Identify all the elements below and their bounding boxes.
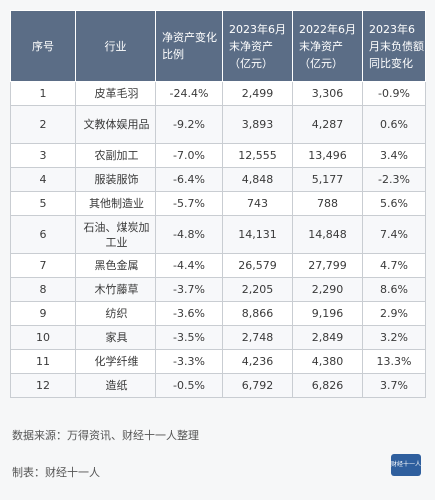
cell-net-assets-2023: 12,555 xyxy=(222,143,293,168)
cell-net-assets-2022: 4,287 xyxy=(292,105,363,144)
cell-net-assets-2022: 13,496 xyxy=(292,143,363,168)
table-row: 3 农副加工 -7.0% 12,555 13,496 3.4% xyxy=(10,143,426,168)
cell-industry: 黑色金属 xyxy=(75,253,156,278)
table-row: 6 石油、煤炭加工业 -4.8% 14,131 14,848 7.4% xyxy=(10,215,426,254)
cell-index: 6 xyxy=(10,215,76,254)
cell-net-assets-2022: 6,826 xyxy=(292,373,363,398)
cell-net-asset-change: -24.4% xyxy=(155,81,223,106)
cell-index: 2 xyxy=(10,105,76,144)
cell-net-assets-2023: 6,792 xyxy=(222,373,293,398)
cell-index: 9 xyxy=(10,301,76,326)
cell-net-asset-change: -5.7% xyxy=(155,191,223,216)
cell-industry: 石油、煤炭加工业 xyxy=(75,215,156,254)
publisher-logo: 财经十一人 xyxy=(391,454,421,476)
cell-net-assets-2022: 788 xyxy=(292,191,363,216)
header-net-asset-change: 净资产变化比例 xyxy=(155,10,223,82)
cell-net-assets-2022: 27,799 xyxy=(292,253,363,278)
cell-liability-change: 13.3% xyxy=(362,349,426,374)
cell-industry: 家具 xyxy=(75,325,156,350)
cell-liability-change: 8.6% xyxy=(362,277,426,302)
header-net-assets-2023: 2023年6月末净资产（亿元） xyxy=(222,10,293,82)
cell-index: 5 xyxy=(10,191,76,216)
cell-net-assets-2022: 2,290 xyxy=(292,277,363,302)
cell-liability-change: 7.4% xyxy=(362,215,426,254)
cell-net-assets-2023: 4,848 xyxy=(222,167,293,192)
industry-net-assets-table: 序号 行业 净资产变化比例 2023年6月末净资产（亿元） 2022年6月末净资… xyxy=(10,10,426,398)
cell-liability-change: 4.7% xyxy=(362,253,426,278)
industry-table-container: 序号 行业 净资产变化比例 2023年6月末净资产（亿元） 2022年6月末净资… xyxy=(10,10,426,398)
cell-net-assets-2022: 5,177 xyxy=(292,167,363,192)
cell-industry: 文教体娱用品 xyxy=(75,105,156,144)
cell-industry: 服装服饰 xyxy=(75,167,156,192)
cell-net-assets-2023: 2,499 xyxy=(222,81,293,106)
cell-net-asset-change: -0.5% xyxy=(155,373,223,398)
cell-industry: 木竹藤草 xyxy=(75,277,156,302)
cell-net-asset-change: -3.3% xyxy=(155,349,223,374)
cell-industry: 其他制造业 xyxy=(75,191,156,216)
cell-net-assets-2023: 2,748 xyxy=(222,325,293,350)
table-header-row: 序号 行业 净资产变化比例 2023年6月末净资产（亿元） 2022年6月末净资… xyxy=(10,10,426,82)
table-row: 10 家具 -3.5% 2,748 2,849 3.2% xyxy=(10,325,426,350)
cell-industry: 化学纤维 xyxy=(75,349,156,374)
cell-net-assets-2023: 8,866 xyxy=(222,301,293,326)
cell-liability-change: 3.2% xyxy=(362,325,426,350)
header-liability-change: 2023年6月末负债额同比变化 xyxy=(362,10,426,82)
cell-net-asset-change: -3.6% xyxy=(155,301,223,326)
cell-net-asset-change: -3.7% xyxy=(155,277,223,302)
cell-liability-change: 0.6% xyxy=(362,105,426,144)
cell-net-assets-2023: 3,893 xyxy=(222,105,293,144)
cell-net-assets-2022: 9,196 xyxy=(292,301,363,326)
cell-net-assets-2023: 2,205 xyxy=(222,277,293,302)
table-row: 2 文教体娱用品 -9.2% 3,893 4,287 0.6% xyxy=(10,105,426,144)
table-row: 11 化学纤维 -3.3% 4,236 4,380 13.3% xyxy=(10,349,426,374)
header-net-assets-2022: 2022年6月末净资产（亿元） xyxy=(292,10,363,82)
cell-net-assets-2022: 3,306 xyxy=(292,81,363,106)
header-industry: 行业 xyxy=(75,10,156,82)
table-row: 8 木竹藤草 -3.7% 2,205 2,290 8.6% xyxy=(10,277,426,302)
cell-net-assets-2023: 26,579 xyxy=(222,253,293,278)
table-row: 7 黑色金属 -4.4% 26,579 27,799 4.7% xyxy=(10,253,426,278)
data-source-note: 数据来源：万得资讯、财经十一人整理 xyxy=(12,429,199,442)
cell-industry: 农副加工 xyxy=(75,143,156,168)
cell-net-assets-2022: 4,380 xyxy=(292,349,363,374)
cell-liability-change: 5.6% xyxy=(362,191,426,216)
cell-net-asset-change: -6.4% xyxy=(155,167,223,192)
cell-industry: 造纸 xyxy=(75,373,156,398)
cell-index: 12 xyxy=(10,373,76,398)
cell-net-asset-change: -3.5% xyxy=(155,325,223,350)
cell-index: 3 xyxy=(10,143,76,168)
cell-index: 8 xyxy=(10,277,76,302)
table-row: 5 其他制造业 -5.7% 743 788 5.6% xyxy=(10,191,426,216)
cell-liability-change: 3.7% xyxy=(362,373,426,398)
cell-liability-change: -2.3% xyxy=(362,167,426,192)
cell-industry: 纺织 xyxy=(75,301,156,326)
cell-net-asset-change: -9.2% xyxy=(155,105,223,144)
table-row: 12 造纸 -0.5% 6,792 6,826 3.7% xyxy=(10,373,426,398)
cell-industry: 皮革毛羽 xyxy=(75,81,156,106)
cell-net-assets-2023: 743 xyxy=(222,191,293,216)
cell-net-assets-2023: 14,131 xyxy=(222,215,293,254)
cell-index: 10 xyxy=(10,325,76,350)
cell-net-assets-2023: 4,236 xyxy=(222,349,293,374)
cell-index: 4 xyxy=(10,167,76,192)
cell-liability-change: -0.9% xyxy=(362,81,426,106)
cell-liability-change: 3.4% xyxy=(362,143,426,168)
cell-net-assets-2022: 14,848 xyxy=(292,215,363,254)
table-maker-note: 制表：财经十一人 xyxy=(12,466,100,479)
table-row: 9 纺织 -3.6% 8,866 9,196 2.9% xyxy=(10,301,426,326)
cell-net-asset-change: -4.4% xyxy=(155,253,223,278)
table-row: 1 皮革毛羽 -24.4% 2,499 3,306 -0.9% xyxy=(10,81,426,106)
cell-net-assets-2022: 2,849 xyxy=(292,325,363,350)
cell-liability-change: 2.9% xyxy=(362,301,426,326)
cell-index: 11 xyxy=(10,349,76,374)
cell-net-asset-change: -7.0% xyxy=(155,143,223,168)
cell-index: 1 xyxy=(10,81,76,106)
cell-net-asset-change: -4.8% xyxy=(155,215,223,254)
table-row: 4 服装服饰 -6.4% 4,848 5,177 -2.3% xyxy=(10,167,426,192)
header-index: 序号 xyxy=(10,10,76,82)
cell-index: 7 xyxy=(10,253,76,278)
